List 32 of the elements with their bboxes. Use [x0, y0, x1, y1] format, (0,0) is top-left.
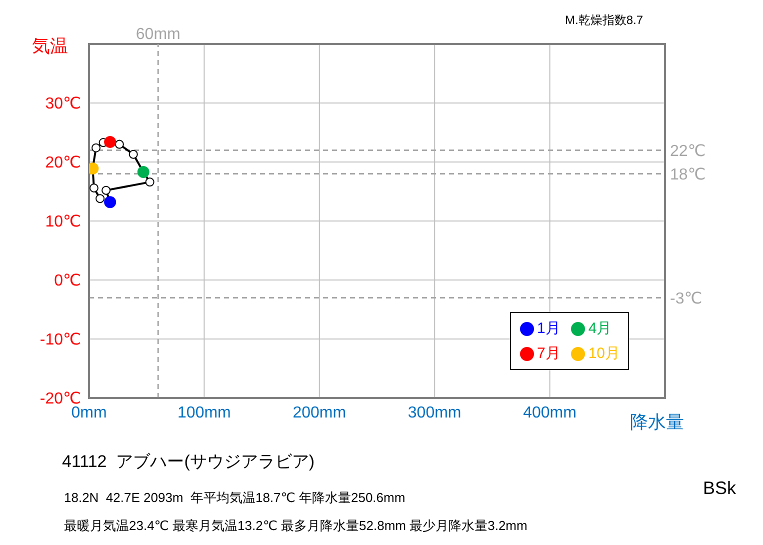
x-tick-label: 0mm — [71, 404, 107, 422]
x-tick-label: 200mm — [292, 404, 346, 422]
y-tick-label: 30℃ — [45, 96, 81, 113]
text: M.乾燥指数8.7 — [565, 12, 644, 29]
legend-label: 7月 — [537, 344, 560, 363]
x-tick-label: 100mm — [178, 404, 231, 422]
text: 41112 アブハー(サウジアラビア) — [62, 451, 315, 473]
text: 最暖月気温23.4℃ 最寒月気温13.2℃ 最多月降水量52.8mm 最少月降水量3.2mm — [64, 517, 528, 535]
y-tick-label: 0℃ — [54, 272, 81, 290]
y-tick-label: 20℃ — [45, 154, 81, 172]
point — [128, 150, 138, 159]
ref-line-label: 60mm — [136, 26, 180, 43]
legend-label: 4月 — [588, 319, 612, 338]
ref-line-label: 18℃ — [670, 166, 706, 184]
ref-line-label: 22℃ — [670, 142, 706, 160]
y-tick-label: 10℃ — [45, 214, 81, 231]
point — [96, 194, 105, 204]
point — [89, 183, 98, 192]
y-tick-label: -10℃ — [40, 332, 81, 349]
x-tick-label: 400mm — [523, 404, 576, 422]
legend-label: 10月 — [588, 344, 620, 363]
y-axis-title: 気温 — [32, 35, 68, 58]
ref-line-label: -3℃ — [670, 290, 702, 308]
text: BSk — [703, 478, 736, 499]
point — [102, 186, 111, 195]
point — [92, 143, 101, 152]
x-tick-label: 300mm — [408, 404, 462, 422]
point — [145, 178, 154, 187]
x-axis-title: 降水量 — [630, 411, 684, 434]
point — [114, 140, 124, 149]
legend-label: 1月 — [537, 319, 560, 338]
text: 18.2N 42.7E 2093m 年平均気温18.7℃ 年降水量250.6mm — [64, 489, 406, 507]
